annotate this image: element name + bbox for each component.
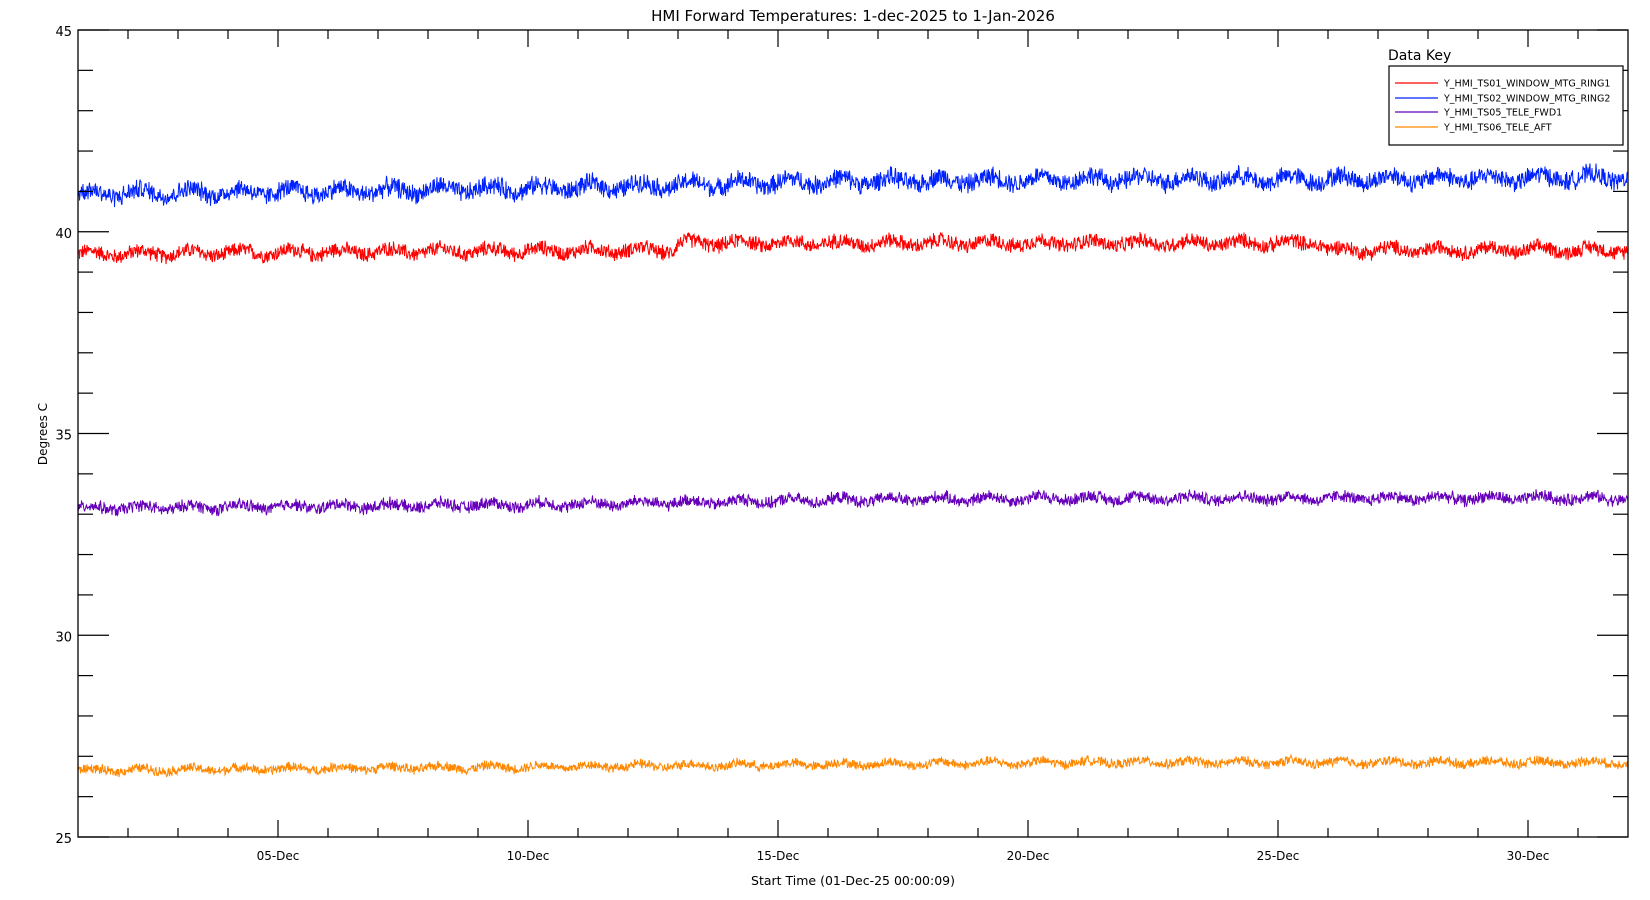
series-layer [77, 163, 1629, 778]
x-tick-label: 20-Dec [1007, 849, 1050, 863]
y-axis-label: Degrees C [36, 403, 50, 465]
x-tick-label: 25-Dec [1257, 849, 1300, 863]
series-line-2 [77, 163, 1629, 208]
legend-label: Y_HMI_TS05_TELE_FWD1 [1443, 108, 1562, 119]
x-tick-label: 05-Dec [257, 849, 300, 863]
legend-title: Data Key [1388, 48, 1451, 64]
legend-box [1388, 65, 1624, 146]
series-line-1 [77, 231, 1629, 265]
legend-label: Y_HMI_TS01_WINDOW_MTG_RING1 [1443, 79, 1610, 90]
plot-frame [77, 29, 1629, 838]
series-line-4 [77, 753, 1629, 778]
x-tick-label: 15-Dec [757, 849, 800, 863]
series-line-3 [77, 489, 1629, 517]
legend-label: Y_HMI_TS06_TELE_AFT [1443, 123, 1552, 134]
legend: Data Key Y_HMI_TS01_WINDOW_MTG_RING1 Y_HM… [1388, 48, 1624, 146]
y-tick-label: 45 [55, 25, 72, 40]
x-tick-label: 30-Dec [1507, 849, 1550, 863]
axes-layer: 25 30 35 40 45 05-Dec 10-Dec 15-Dec 20-Dec 25-Dec… [55, 25, 1628, 863]
y-tick-label: 40 [55, 227, 72, 242]
x-tick-label: 10-Dec [507, 849, 550, 863]
legend-label: Y_HMI_TS02_WINDOW_MTG_RING2 [1443, 94, 1610, 105]
x-axis-label: Start Time (01-Dec-25 00:00:09) [751, 873, 955, 888]
y-tick-label: 25 [55, 832, 72, 847]
chart-title: HMI Forward Temperatures: 1-dec-2025 to … [651, 7, 1055, 25]
y-tick-label: 30 [55, 630, 72, 645]
y-tick-label: 35 [55, 429, 72, 444]
